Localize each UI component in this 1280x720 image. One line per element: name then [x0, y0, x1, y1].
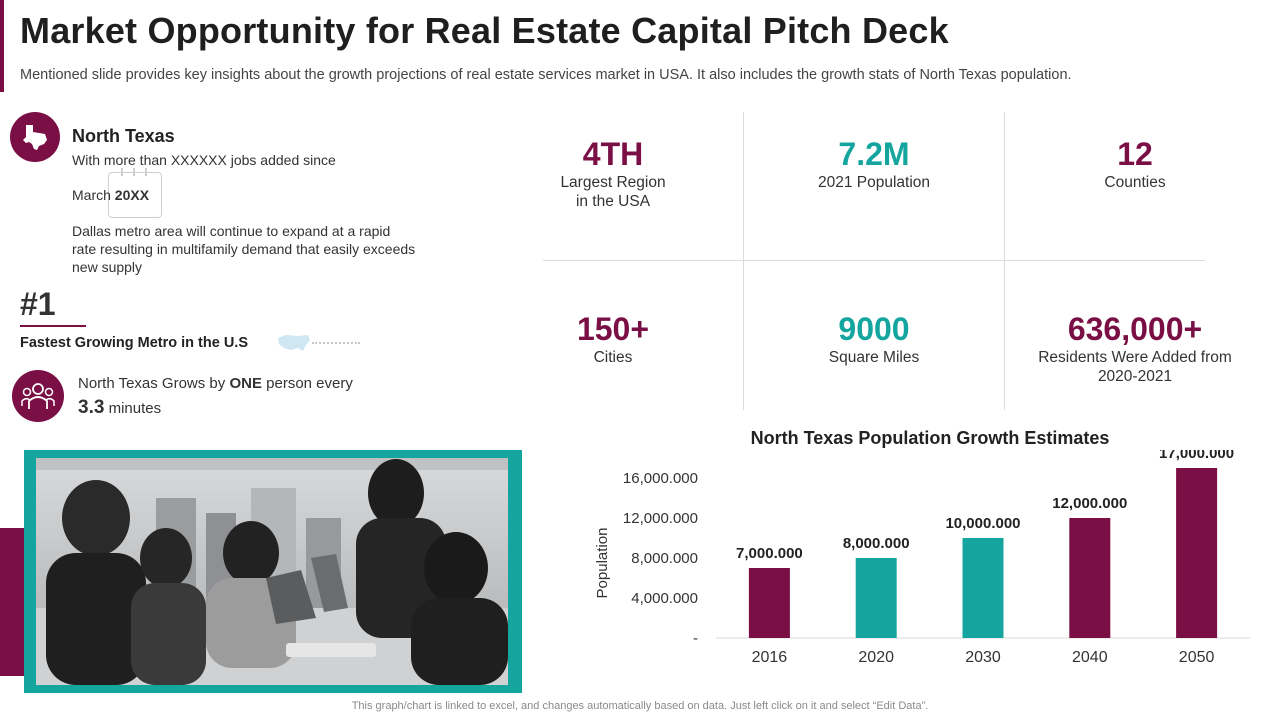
growth-line: North Texas Grows by ONE person every [78, 375, 353, 392]
stat-label: Square Miles [828, 349, 920, 366]
data-label: 10,000.000 [945, 515, 1020, 532]
data-label: 12,000.000 [1052, 495, 1127, 512]
growth-rate-unit: minutes [104, 400, 162, 417]
y-tick-label: - [693, 630, 698, 647]
growth-rate: 3.3 minutes [78, 397, 161, 419]
stat-label: Counties [1104, 174, 1166, 191]
stats-divider-vertical [1004, 112, 1005, 410]
rank-underline [20, 325, 86, 327]
chart-title: North Texas Population Growth Estimates [750, 428, 1110, 448]
rank-label: Fastest Growing Metro in the U.S [20, 335, 248, 351]
x-tick-label: 2016 [752, 649, 788, 666]
people-group-icon [12, 370, 64, 422]
dallas-paragraph: Dallas metro area will continue to expan… [72, 223, 416, 275]
north-texas-heading: North Texas [72, 126, 175, 146]
growth-suffix: person every [261, 375, 353, 392]
team-photo [36, 458, 508, 685]
title-accent-bar [0, 0, 4, 92]
bar [1176, 468, 1218, 638]
bar [1069, 518, 1111, 638]
stat-value: 9000 [838, 311, 910, 347]
bar [748, 568, 790, 638]
growth-prefix: North Texas Grows by [78, 375, 230, 392]
population-bar-chart: - 4,000.000 8,000.000 12,000.000 16,000.000 P… [594, 450, 1250, 666]
jobs-date-line: March 20XX [72, 186, 149, 204]
page-subtitle: Mentioned slide provides key insights ab… [20, 67, 1072, 83]
dotted-divider [312, 342, 360, 344]
y-tick-label: 4,000.000 [631, 590, 698, 607]
stat-square-miles: 9000 Square Miles [774, 310, 974, 367]
photo-accent-plum [0, 528, 24, 676]
stat-value: 7.2M [838, 136, 910, 172]
y-tick-label: 12,000.000 [623, 510, 698, 527]
stat-value: 150+ [576, 311, 650, 347]
y-axis-title: Population [594, 528, 611, 599]
x-tick-label: 2020 [858, 649, 894, 666]
data-label: 17,000.000 [1159, 450, 1234, 462]
stat-label: 2021 Population [817, 174, 931, 191]
stat-value: 12 [1117, 136, 1153, 172]
stat-cities: 150+ Cities [513, 310, 713, 367]
y-tick-label: 16,000.000 [623, 470, 698, 487]
growth-rate-value: 3.3 [78, 397, 105, 418]
bar [855, 558, 897, 638]
jobs-date-year: 20XX [114, 187, 150, 203]
stat-residents-added: 636,000+ Residents Were Added from 2020-… [1035, 310, 1235, 386]
usa-map-icon [278, 335, 310, 351]
stat-label: Residents Were Added from 2020-2021 [1038, 349, 1232, 385]
stat-value: 4TH [582, 136, 644, 172]
data-label: 8,000.000 [843, 535, 910, 552]
y-tick-label: 8,000.000 [631, 550, 698, 567]
data-label: 7,000.000 [736, 545, 803, 562]
stat-label: Largest Region in the USA [560, 174, 666, 210]
x-tick-label: 2030 [965, 649, 1001, 666]
stat-largest-region: 4TH Largest Region in the USA [513, 135, 713, 211]
bar [962, 538, 1004, 638]
footer-note: This graph/chart is linked to excel, and… [351, 700, 929, 712]
x-tick-label: 2050 [1179, 649, 1215, 666]
calendar-icon [108, 168, 162, 218]
stat-value: 636,000+ [1067, 311, 1203, 347]
stat-counties: 12 Counties [1035, 135, 1235, 192]
stat-population: 7.2M 2021 Population [774, 135, 974, 192]
rank-value: #1 [20, 286, 56, 322]
page-title: Market Opportunity for Real Estate Capit… [20, 10, 949, 51]
jobs-date-prefix: March [72, 187, 115, 203]
stats-divider-horizontal [543, 260, 1205, 261]
stats-divider-vertical [743, 112, 744, 410]
growth-bold: ONE [229, 375, 262, 392]
stat-label: Cities [593, 349, 633, 366]
jobs-line: With more than XXXXXX jobs added since [72, 152, 336, 168]
x-tick-label: 2040 [1072, 649, 1108, 666]
texas-map-icon [10, 112, 60, 162]
